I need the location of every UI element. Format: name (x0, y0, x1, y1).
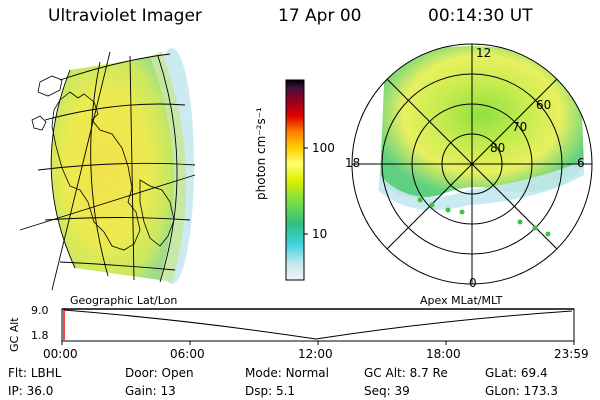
status-door: Door: Open (125, 366, 194, 380)
status-dsp: Dsp: 5.1 (245, 384, 296, 398)
mlt-label-6: 6 (577, 156, 585, 170)
status-seq: Seq: 39 (364, 384, 410, 398)
mlat-label-80: 80 (490, 141, 506, 155)
mlat-label-60: 60 (536, 98, 552, 112)
status-glon: GLon: 173.3 (485, 384, 558, 398)
colorbar-tick-100: 100 (312, 141, 335, 155)
colorbar-unit-label: photon cm⁻²s⁻¹ (254, 107, 268, 200)
mlat-label-70: 70 (512, 120, 528, 134)
timeline-xtick: 12:00 (298, 347, 333, 361)
status-flt: Flt: LBHL (8, 366, 62, 380)
mlt-label-18: 18 (345, 156, 361, 170)
timeline-ytick-min: 1.8 (31, 329, 49, 342)
status-gc-alt: GC Alt: 8.7 Re (364, 366, 448, 380)
timeline-right-caption: Apex MLat/MLT (420, 294, 503, 307)
gc-alt-timeline (61, 308, 575, 345)
colorbar (285, 79, 305, 281)
timeline-axis-label: GC Alt (8, 317, 21, 352)
status-gain: Gain: 13 (125, 384, 176, 398)
instrument-title: Ultraviolet Imager (48, 6, 202, 26)
timeline-xtick: 00:00 (43, 347, 78, 361)
timeline-left-caption: Geographic Lat/Lon (70, 294, 178, 307)
timeline-xtick: 23:59 (554, 347, 589, 361)
time-label: 00:14:30 UT (428, 6, 533, 26)
earth-disk (19, 48, 196, 291)
polar-plot (351, 43, 593, 285)
timeline-ytick-max: 9.0 (31, 304, 49, 317)
colorbar-tick-10: 10 (312, 227, 328, 241)
mlt-label-12: 12 (476, 46, 492, 60)
timeline-xtick: 18:00 (426, 347, 461, 361)
status-mode: Mode: Normal (245, 366, 329, 380)
timeline-xtick: 06:00 (170, 347, 205, 361)
date-label: 17 Apr 00 (278, 6, 362, 26)
status-glat: GLat: 69.4 (485, 366, 548, 380)
mlt-label-0: 0 (469, 276, 477, 290)
status-ip: IP: 36.0 (8, 384, 54, 398)
